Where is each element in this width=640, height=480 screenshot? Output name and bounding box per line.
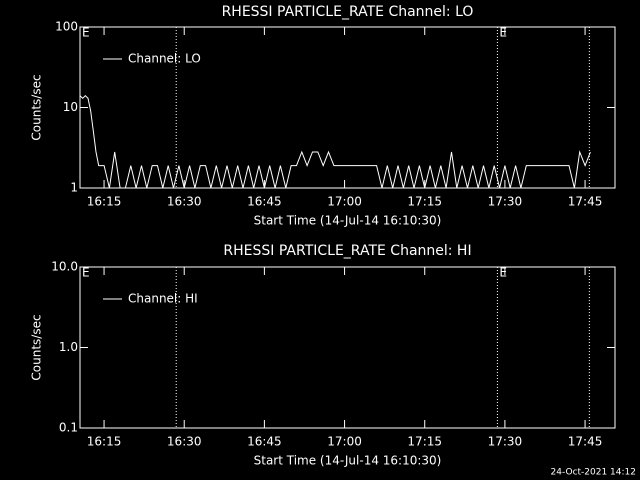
x-axis-label: Start Time (14-Jul-14 16:10:30): [254, 214, 442, 228]
y-tick-label: 1.0: [59, 340, 78, 354]
data-line: [79, 94, 591, 189]
legend-label: Channel: LO: [128, 52, 201, 66]
x-tick-label: 16:30: [167, 195, 202, 209]
x-tick-label: 17:15: [407, 435, 442, 449]
annotation: E: [82, 26, 90, 40]
y-axis-label: Counts/sec: [30, 314, 44, 380]
annotation: E: [499, 26, 507, 40]
y-tick-label: 10: [63, 100, 78, 114]
x-tick-label: 16:15: [87, 195, 122, 209]
x-tick-label: 16:45: [247, 435, 282, 449]
x-tick-label: 17:15: [407, 195, 442, 209]
chart-title: RHESSI PARTICLE_RATE Channel: LO: [222, 4, 474, 20]
x-tick-label: 17:45: [568, 195, 603, 209]
x-tick-label: 17:45: [568, 435, 603, 449]
x-tick-label: 17:00: [327, 195, 362, 209]
annotation: E: [499, 266, 507, 280]
y-tick-label: 100: [55, 20, 78, 34]
x-tick-label: 17:30: [488, 435, 523, 449]
y-axis-label: Counts/sec: [30, 74, 44, 140]
y-tick-label: 10.0: [51, 260, 78, 274]
x-tick-label: 17:30: [488, 195, 523, 209]
x-tick-label: 16:30: [167, 435, 202, 449]
y-tick-label: 0.1: [59, 421, 78, 435]
x-tick-label: 16:15: [87, 435, 122, 449]
timestamp: 24-Oct-2021 14:12: [551, 468, 636, 478]
legend-label: Channel: HI: [128, 292, 198, 306]
chart-title: RHESSI PARTICLE_RATE Channel: HI: [223, 243, 471, 259]
x-tick-label: 16:45: [247, 195, 282, 209]
annotation: E: [82, 266, 90, 280]
x-axis-label: Start Time (14-Jul-14 16:10:30): [254, 454, 442, 468]
x-tick-label: 17:00: [327, 435, 362, 449]
y-tick-label: 1: [70, 181, 78, 195]
